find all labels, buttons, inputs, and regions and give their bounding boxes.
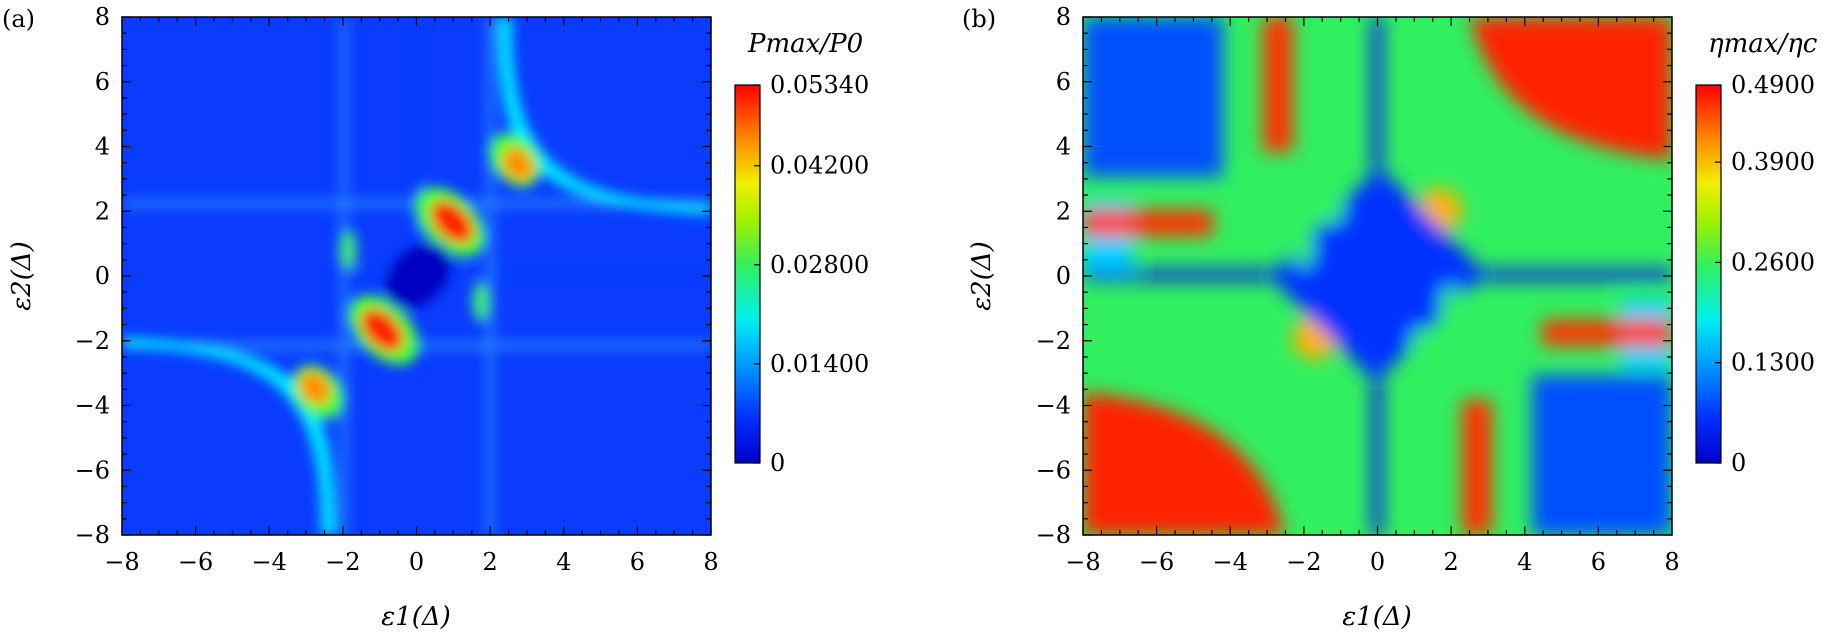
y-tick-label: −8 [1036, 521, 1071, 549]
colorbar-tick-label: 0.1300 [1731, 349, 1815, 377]
y-tick-label: 2 [95, 197, 110, 225]
y-tick-labels-a: 8 6 4 2 0 −2 −4 −6 −8 [75, 3, 110, 549]
colorbar-ticks-b: 0.4900 0.3900 0.2600 0.1300 0 [1715, 71, 1815, 477]
x-tick-label: 4 [556, 548, 571, 576]
panel-a-label: (a) [2, 5, 35, 33]
panel-a: (a) [2, 3, 869, 632]
colorbar-title-b: ηmax/ηc [1708, 29, 1818, 59]
colorbar-tick-label: 0 [1731, 449, 1746, 477]
y-tick-label: 0 [95, 262, 110, 290]
y-tick-label: −8 [75, 521, 110, 549]
colorbar-ticks-a: 0.05340 0.04200 0.02800 0.01400 0 [754, 71, 869, 477]
y-tick-label: 8 [1056, 3, 1071, 31]
colorbar-tick-label: 0.3900 [1731, 148, 1815, 176]
colorbar-tick-label: 0.2600 [1731, 248, 1815, 276]
y-axis-label-a: ε2(Δ) [7, 241, 37, 311]
y-tick-label: 4 [1056, 133, 1071, 161]
y-tick-label: −6 [1036, 456, 1071, 484]
y-tick-label: −2 [1036, 327, 1071, 355]
colorbar-tick-label: 0.4900 [1731, 71, 1815, 99]
ticks-a [121, 16, 712, 536]
panel-b-label: (b) [962, 5, 996, 33]
heatmap-b [1083, 17, 1672, 535]
x-tick-label: 2 [482, 548, 497, 576]
colorbar-b [1695, 84, 1722, 464]
colorbar-tick-label: 0 [770, 449, 785, 477]
y-tick-label: 0 [1056, 262, 1071, 290]
x-tick-labels-b: −8 −6 −4 −2 0 2 4 6 8 [1065, 548, 1679, 576]
x-tick-label: 8 [1664, 548, 1679, 576]
x-tick-label: −6 [1139, 548, 1174, 576]
x-tick-label: 6 [630, 548, 645, 576]
y-tick-label: −4 [75, 392, 110, 420]
x-tick-label: −2 [325, 548, 360, 576]
y-tick-label: 6 [95, 68, 110, 96]
y-tick-label: −2 [75, 327, 110, 355]
colorbar-a [734, 84, 761, 464]
x-tick-label: 4 [1517, 548, 1532, 576]
x-tick-label: 0 [1370, 548, 1385, 576]
panel-b: (b) [962, 3, 1818, 632]
colorbar-tick-label: 0.02800 [770, 251, 869, 279]
y-tick-label: −4 [1036, 392, 1071, 420]
y-tick-label: 6 [1056, 68, 1071, 96]
ticks-b [1082, 16, 1673, 536]
y-tick-labels-b: 8 6 4 2 0 −2 −4 −6 −8 [1036, 3, 1071, 549]
x-tick-label: −6 [178, 548, 213, 576]
y-axis-label-b: ε2(Δ) [967, 241, 997, 311]
x-tick-label: 6 [1591, 548, 1606, 576]
y-tick-label: 4 [95, 133, 110, 161]
colorbar-title-a: Pmax/P0 [747, 29, 863, 59]
colorbar-tick-label: 0.04200 [770, 152, 869, 180]
heatmap-a [122, 17, 711, 535]
colorbar-tick-label: 0.01400 [770, 350, 869, 378]
x-tick-label: −8 [1065, 548, 1100, 576]
x-tick-label: 8 [703, 548, 718, 576]
y-tick-label: 8 [95, 3, 110, 31]
x-axis-label-a: ε1(Δ) [381, 602, 451, 632]
x-tick-label: −2 [1286, 548, 1321, 576]
x-axis-label-b: ε1(Δ) [1342, 602, 1412, 632]
y-tick-label: 2 [1056, 197, 1071, 225]
x-tick-label: −4 [1213, 548, 1248, 576]
x-tick-label: 2 [1443, 548, 1458, 576]
x-tick-label: −8 [104, 548, 139, 576]
colorbar-tick-label: 0.05340 [770, 71, 869, 99]
x-tick-label: 0 [409, 548, 424, 576]
y-tick-label: −6 [75, 456, 110, 484]
x-tick-labels-a: −8 −6 −4 −2 0 2 4 6 8 [104, 548, 718, 576]
x-tick-label: −4 [252, 548, 287, 576]
